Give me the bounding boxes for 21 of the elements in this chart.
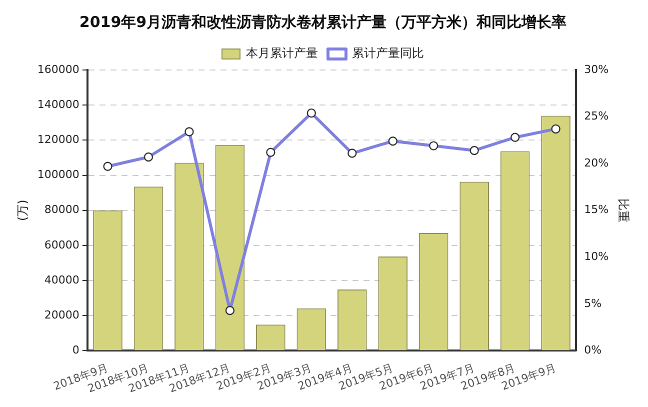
y2-tick-label: 30%	[584, 62, 609, 76]
y-tick-label: 120000	[37, 133, 80, 146]
y2-tick-label: 5%	[584, 296, 602, 310]
y2-tick-label: 20%	[584, 156, 609, 170]
y2-axis-title: 比重	[616, 198, 631, 222]
chart-title: 2019年9月沥青和改性沥青防水卷材累计产量（万平方米）和同比增长率	[79, 12, 567, 31]
y-tick-label: 80000	[44, 203, 80, 216]
y2-tick-label: 0%	[584, 344, 602, 357]
y2-tick-label: 25%	[584, 110, 609, 123]
y-tick-label: 20000	[44, 308, 80, 322]
y-tick-label: 100000	[37, 168, 80, 182]
y-tick-label: 160000	[37, 62, 80, 76]
y2-tick-label: 15%	[584, 203, 609, 216]
y2-tick-label: 10%	[584, 250, 609, 263]
y-axis-title: (万)	[15, 200, 30, 222]
y-tick-label: 40000	[44, 273, 80, 286]
y-tick-label: 60000	[44, 238, 80, 252]
y-tick-label: 0	[72, 344, 80, 357]
legend-label: 本月累计产量	[246, 46, 318, 60]
legend-label: 累计产量同比	[352, 46, 424, 60]
y-tick-label: 140000	[37, 98, 80, 111]
